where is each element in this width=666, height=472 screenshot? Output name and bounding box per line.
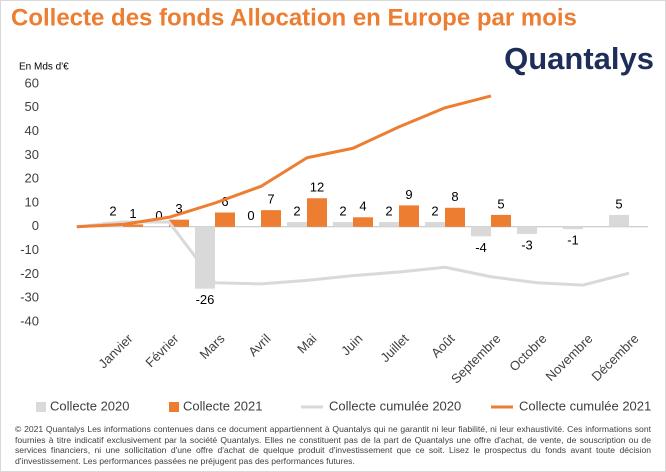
legend-label: Collecte cumulée 2020 <box>329 398 461 413</box>
legend-label: Collecte 2020 <box>50 398 130 413</box>
y-tick-label: 20 <box>25 171 39 186</box>
bar <box>215 212 235 227</box>
x-tick-label: Mars <box>197 331 228 362</box>
y-tick-label: 50 <box>25 99 39 114</box>
x-tick-label: Octobre <box>506 331 549 374</box>
y-tick-label: -40 <box>20 313 39 328</box>
data-label: 3 <box>175 201 182 216</box>
chart-title: Collecte des fonds Allocation en Europe … <box>11 4 577 31</box>
bar <box>353 217 373 227</box>
bar <box>445 207 465 227</box>
x-tick-label: Décembre <box>589 331 642 384</box>
x-tick-label: Janvier <box>95 330 136 371</box>
data-label: 1 <box>129 206 136 221</box>
y-tick-label: 60 <box>25 75 39 90</box>
data-label: 2 <box>431 203 438 218</box>
data-label: 5 <box>615 196 622 211</box>
data-label: 0 <box>247 208 254 223</box>
bar <box>307 198 327 227</box>
bar <box>491 214 511 227</box>
bar <box>333 222 353 227</box>
bar <box>425 222 445 227</box>
bar <box>399 205 419 227</box>
bar <box>123 224 143 227</box>
y-tick-label: 30 <box>25 147 39 162</box>
data-label: 9 <box>405 187 412 202</box>
data-label: 2 <box>385 203 392 218</box>
data-label: -3 <box>521 237 533 252</box>
data-label: 8 <box>451 189 458 204</box>
bar <box>517 226 537 234</box>
legend-swatch <box>169 402 179 412</box>
data-label: 7 <box>267 192 274 207</box>
legend-label: Collecte cumulée 2021 <box>519 398 651 413</box>
data-label: 12 <box>310 180 324 195</box>
data-label: 2 <box>293 203 300 218</box>
x-tick-label: Août <box>428 331 458 361</box>
bar <box>563 226 583 230</box>
data-label: -4 <box>475 240 487 255</box>
y-tick-label: 10 <box>25 194 39 209</box>
bar <box>261 210 281 227</box>
data-label: -26 <box>196 292 215 307</box>
bar <box>609 214 629 227</box>
x-tick-label: Novembre <box>543 331 596 384</box>
data-label: 0 <box>155 208 162 223</box>
bar <box>195 226 215 289</box>
x-tick-label: Mai <box>294 331 319 356</box>
data-label: 2 <box>339 203 346 218</box>
x-tick-label: Juin <box>338 331 365 358</box>
line <box>76 94 492 229</box>
chart: Collecte des fonds Allocation en Europe … <box>11 4 654 413</box>
y-tick-label: 40 <box>25 123 39 138</box>
disclaimer: © 2021 Quantalys Les informations conten… <box>15 424 651 466</box>
bar <box>471 226 491 237</box>
data-label: 2 <box>109 203 116 218</box>
legend-label: Collecte 2021 <box>183 398 263 413</box>
data-label: 4 <box>359 199 366 214</box>
y-tick-label: -10 <box>20 242 39 257</box>
y-tick-label: 0 <box>32 218 39 233</box>
data-label: 5 <box>497 196 504 211</box>
x-tick-label: Février <box>142 330 182 370</box>
x-tick-label: Juillet <box>377 331 411 365</box>
bar <box>379 222 399 227</box>
logo: Quantalys <box>504 41 654 76</box>
bar <box>169 219 189 227</box>
y-tick-label: -20 <box>20 266 39 281</box>
legend-swatch <box>36 402 46 412</box>
line <box>76 220 630 287</box>
x-tick-label: Septembre <box>448 331 504 387</box>
x-tick-label: Avril <box>245 331 273 359</box>
data-label: -1 <box>567 233 579 248</box>
bar <box>287 222 307 227</box>
data-label: 6 <box>221 194 228 209</box>
y-axis-label: En Mds d'€ <box>19 62 69 73</box>
y-tick-label: -30 <box>20 290 39 305</box>
